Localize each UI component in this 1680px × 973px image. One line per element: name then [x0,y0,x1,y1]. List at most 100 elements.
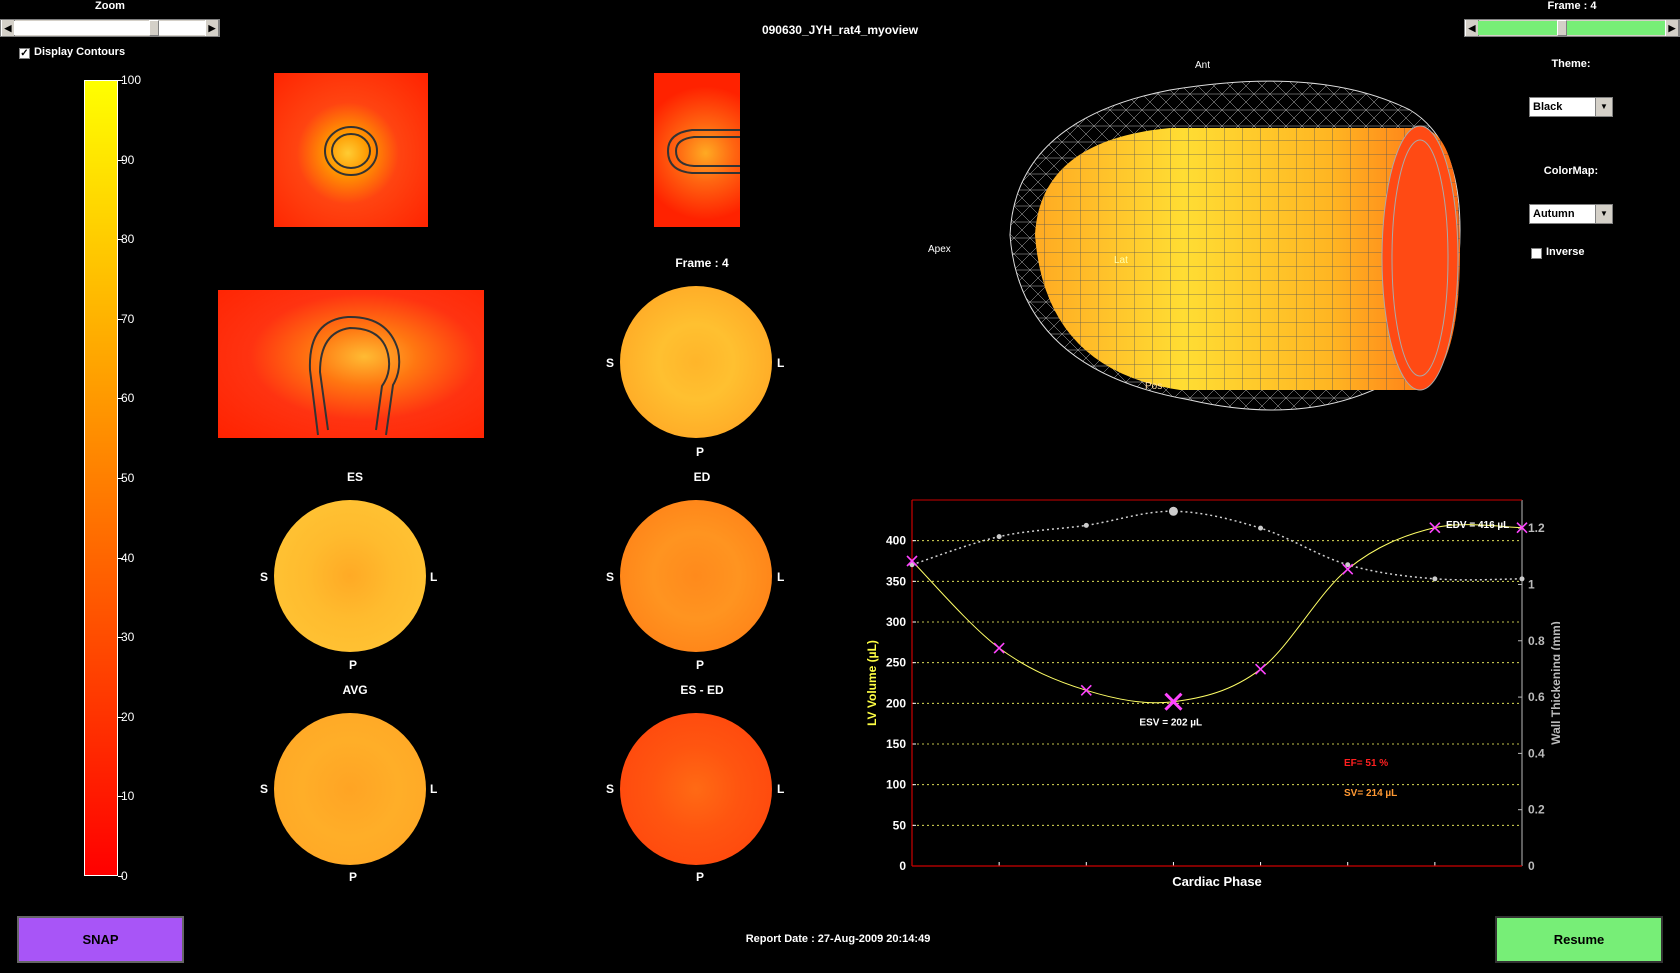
chart-ytick-label: 300 [886,615,906,629]
chart-y2tick-label: 0.4 [1528,746,1545,760]
inverse-label: Inverse [1546,246,1585,258]
avg-orient-l: L [430,782,438,796]
colorbar-tick-mark [118,239,123,241]
lv-volume-marker-stroke [1342,563,1354,575]
frame-orient-p: P [695,445,705,459]
chart-y2tick-label: 0.8 [1528,634,1545,648]
heart-3d-view [1009,80,1461,411]
long-axis-small-contour [666,129,740,174]
frame-left-arrow-icon[interactable]: ◀ [1465,20,1479,36]
wall-thickening-point [909,562,915,568]
lv-volume-marker-stroke [906,555,918,567]
lv-volume-marker-stroke [1080,684,1092,696]
short-axis-contour [324,126,378,176]
frame-thumb[interactable] [1557,20,1567,36]
view-label-apex: Apex [928,244,951,255]
lv-volume-marker-stroke [1429,522,1441,534]
display-contours-checkbox[interactable]: ✓ [19,48,30,59]
wall-thickening-point [1168,506,1178,516]
resume-button[interactable]: Resume [1495,916,1663,963]
zoom-right-arrow-icon[interactable]: ▶ [205,20,219,36]
display-contours-label: Display Contours [34,46,126,58]
report-date: Report Date : 27-Aug-2009 20:14:49 [745,933,931,945]
theme-chevron-down-icon[interactable]: ▼ [1595,98,1612,116]
lv-volume-point [906,555,918,567]
zoom-left-arrow-icon[interactable]: ◀ [1,20,15,36]
colorbar-tick-mark [118,478,123,479]
chart-ytick-label: 0 [899,859,906,873]
lv-volume-point [993,642,1005,654]
snap-button[interactable]: SNAP [17,916,184,963]
colorbar-tick-mark [118,796,123,798]
base-ring [1381,125,1459,391]
frame-track[interactable] [1478,21,1668,35]
wall-thickening-point [1258,525,1264,531]
theme-select[interactable]: Black ▼ [1529,97,1613,117]
diff-orient-s: S [606,782,615,796]
zoom-track[interactable] [14,21,208,35]
chart-y2label: Wall Thickening (mm) [1549,621,1560,745]
frame-slider[interactable]: ◀ ▶ [1464,19,1680,37]
lv-volume-marker-stroke [1255,663,1267,675]
wall-thickening-point [1432,576,1438,582]
lv-volume-marker-stroke [1516,522,1528,534]
chart-y2tick-label: 0 [1528,859,1535,873]
es-orient-p: P [348,658,358,672]
lv-volume-point [1342,563,1354,575]
diff-bullseye [620,713,772,865]
ed-bullseye [620,500,772,652]
colorbar-tick-label: 10 [121,789,135,804]
zoom-thumb[interactable] [149,20,159,36]
colorbar-tick-label: 40 [121,550,135,565]
chart-xlabel: Cardiac Phase [1172,874,1262,889]
volume-chart: 0 50 100 150 200 250 300 350 400 0 0.2 0.4 0.6 0.8 1 1.… [865,499,1560,889]
avg-orient-p: P [348,870,358,884]
lv-volume-point [1429,522,1441,534]
colorbar-tick-mark [118,876,123,877]
window-title: 090630_JYH_rat4_myoview [761,23,919,37]
zoom-slider[interactable]: ◀ ▶ [0,19,220,37]
short-axis-image [274,73,428,227]
lv-volume-marker-stroke [993,642,1005,654]
chart-ytick-label: 350 [886,574,906,588]
colorbar-tick-label: 100 [121,73,142,87]
wall-thickening-point [1345,562,1351,568]
zoom-label: Zoom [95,0,125,12]
colormap-select[interactable]: Autumn ▼ [1529,204,1613,224]
colorbar-tick-mark [118,80,123,81]
chart-ylabel: LV Volume (µL) [865,640,879,726]
diff-orient-p: P [695,870,705,884]
colorbar-tick-mark [118,398,123,400]
es-orient-s: S [260,570,269,584]
colormap-value: Autumn [1533,208,1575,220]
esv-annotation: ESV = 202 µL [1139,718,1202,729]
colorbar [84,80,118,876]
wall-thickening-point [996,534,1002,540]
colormap-label: ColorMap: [1543,165,1599,177]
diff-orient-l: L [777,782,785,796]
long-axis-small-image [654,73,740,227]
chart-ytick-label: 400 [886,534,906,548]
ed-orient-s: S [606,570,615,584]
chart-ytick-label: 50 [893,818,907,832]
colorbar-tick-label: 0 [121,869,128,883]
ed-orient-l: L [777,570,785,584]
chart-y2tick-label: 0.6 [1528,690,1545,704]
colorbar-tick-mark [118,637,123,639]
colorbar-tick-label: 50 [121,471,135,485]
frame-right-arrow-icon[interactable]: ▶ [1665,20,1679,36]
chart-y2tick-label: 0.2 [1528,803,1545,817]
wall-thickening-point [1519,576,1525,582]
frame-bullseye [620,286,772,438]
colormap-chevron-down-icon[interactable]: ▼ [1595,205,1612,223]
ef-annotation: EF= 51 % [1344,758,1388,769]
chart-y2tick-label: 1 [1528,577,1535,591]
es-bullseye [274,500,426,652]
chart-ytick-label: 250 [886,656,906,670]
inverse-checkbox[interactable] [1531,248,1542,259]
wall-thickening-line [911,510,1523,581]
frame-label: Frame : 4 [1547,0,1597,12]
lv-volume-point [1080,684,1092,696]
edv-annotation: EDV = 416 µL [1446,520,1509,531]
lv-volume-line [911,524,1523,704]
